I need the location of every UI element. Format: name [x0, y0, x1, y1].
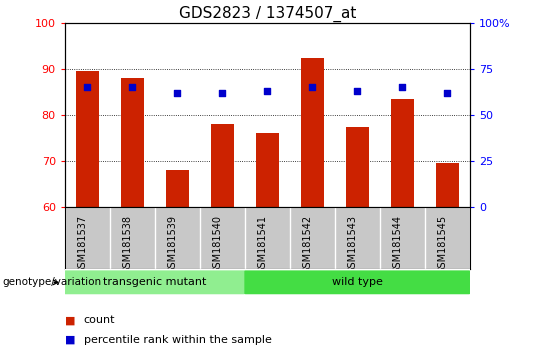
Bar [256, 133, 279, 207]
Point [353, 88, 362, 94]
Point [173, 90, 181, 96]
Bar [436, 164, 458, 207]
Text: count: count [84, 315, 115, 325]
Point [398, 85, 407, 90]
Bar [301, 57, 323, 207]
Text: transgenic mutant: transgenic mutant [103, 277, 206, 287]
Bar [76, 72, 98, 207]
Point [128, 85, 137, 90]
Text: GSM181543: GSM181543 [347, 215, 357, 274]
Text: GSM181539: GSM181539 [167, 215, 177, 274]
FancyBboxPatch shape [64, 270, 245, 294]
FancyBboxPatch shape [245, 270, 470, 294]
Text: GSM181541: GSM181541 [257, 215, 267, 274]
Point [218, 90, 227, 96]
Text: GSM181537: GSM181537 [77, 215, 87, 274]
Point [263, 88, 272, 94]
Point [443, 90, 451, 96]
Bar [346, 127, 368, 207]
Text: ■: ■ [65, 315, 76, 325]
Bar [211, 124, 234, 207]
Text: ■: ■ [65, 335, 76, 345]
Bar [166, 170, 188, 207]
Text: genotype/variation: genotype/variation [3, 277, 102, 287]
Title: GDS2823 / 1374507_at: GDS2823 / 1374507_at [179, 5, 356, 22]
Bar [391, 99, 414, 207]
Text: GSM181545: GSM181545 [437, 215, 447, 274]
Text: GSM181542: GSM181542 [302, 215, 312, 274]
Point [308, 85, 316, 90]
Text: GSM181544: GSM181544 [392, 215, 402, 274]
Text: percentile rank within the sample: percentile rank within the sample [84, 335, 272, 345]
Bar [121, 78, 144, 207]
Text: wild type: wild type [332, 277, 383, 287]
Text: GSM181538: GSM181538 [122, 215, 132, 274]
Point [83, 85, 92, 90]
Text: GSM181540: GSM181540 [212, 215, 222, 274]
